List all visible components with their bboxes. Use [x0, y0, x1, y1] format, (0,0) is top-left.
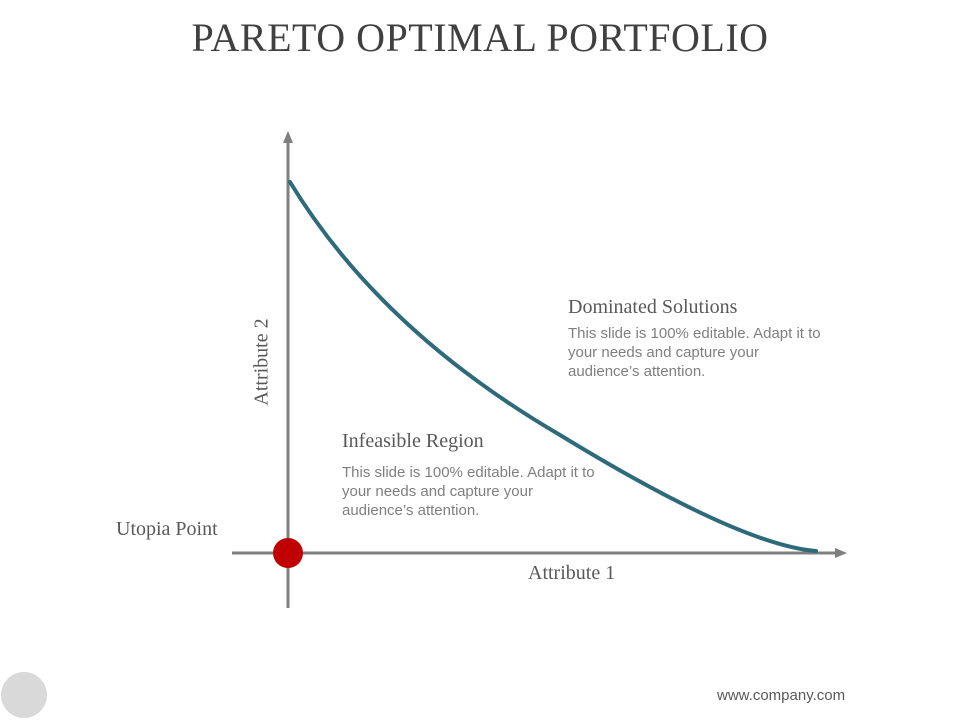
infeasible-region-text: This slide is 100% editable. Adapt it to… [342, 464, 595, 519]
utopia-point-label: Utopia Point [116, 518, 218, 540]
pareto-front-curve [288, 180, 818, 553]
x-axis-arrow-icon [835, 548, 847, 558]
infeasible-region-heading: Infeasible Region [342, 430, 484, 452]
y-axis-label: Attribute 2 [250, 318, 273, 406]
utopia-point-marker [273, 538, 303, 568]
corner-circle-decoration [1, 672, 47, 718]
footer-url[interactable]: www.company.com [717, 687, 846, 704]
slide-title: PARETO OPTIMAL PORTFOLIO [191, 15, 769, 60]
dominated-solutions-text: This slide is 100% editable. Adapt it to… [568, 325, 821, 380]
y-axis-arrow-icon [283, 131, 293, 143]
x-axis-label: Attribute 1 [528, 562, 616, 584]
dominated-solutions-heading: Dominated Solutions [568, 296, 738, 318]
